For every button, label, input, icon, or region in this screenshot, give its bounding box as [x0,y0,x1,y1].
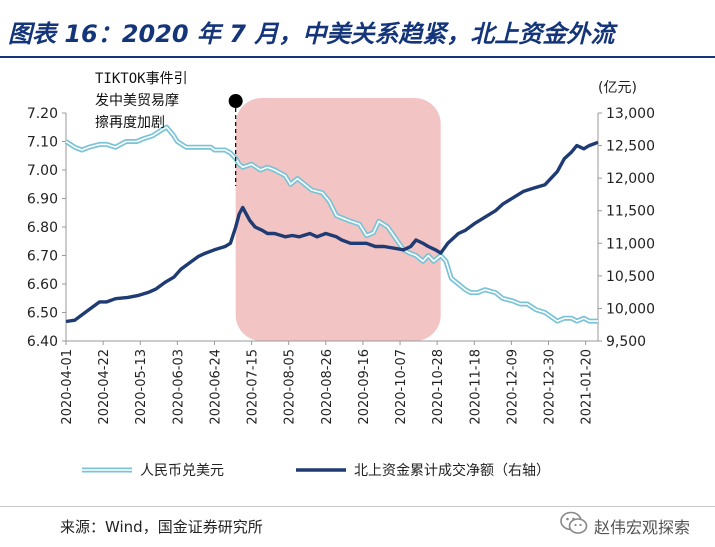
x-tick-label: 2020-08-05 [283,349,298,425]
title-bar: 图表 16：2020 年 7 月，中美关系趋紧，北上资金外流 [0,0,715,60]
right-tick-label: 11,500 [606,204,655,220]
source-note: 来源：Wind，国金证券研究所 [60,518,263,536]
x-tick-label: 2020-04-22 [97,349,112,425]
chart-title: 图表 16：2020 年 7 月，中美关系趋紧，北上资金外流 [8,20,615,48]
left-tick-label: 6.70 [27,249,58,265]
left-tick-label: 7.10 [27,135,58,151]
x-tick-label: 2020-04-01 [60,349,75,425]
x-tick-label: 2020-05-13 [134,349,149,425]
legend-label-rmb: 人民币兑美元 [140,463,224,479]
x-tick-label: 2020-11-18 [468,349,483,425]
x-tick-label: 2020-08-26 [320,349,335,425]
wechat-icon [560,511,588,534]
right-axis-unit: (亿元) [598,80,637,96]
legend-label-northbound: 北上资金累计成交净额（右轴） [354,462,550,479]
left-tick-label: 6.50 [27,306,58,322]
right-tick-label: 12,500 [606,139,655,155]
x-tick-label: 2020-10-28 [431,349,446,425]
right-tick-label: 13,000 [606,106,655,122]
left-tick-label: 6.40 [27,334,58,350]
title-underline [0,56,715,58]
x-tick-label: 2021-01-20 [580,349,595,425]
right-tick-label: 11,000 [606,236,655,252]
watermark: 赵伟宏观探索 [560,508,710,542]
event-marker [228,94,243,108]
watermark-text: 赵伟宏观探索 [594,518,691,537]
highlight-region [235,98,441,341]
x-tick-label: 2020-06-03 [171,349,186,425]
annotation-text-line: 发中美贸易摩 [95,92,179,109]
left-tick-label: 7.20 [27,106,58,122]
dual-axis-line-chart: 6.40 6.50 6.60 6.70 6.80 6.90 7.00 7.10 7.20 9,50… [27,71,655,479]
x-tick-label: 2020-12-30 [543,349,558,425]
footer-divider [0,506,715,507]
x-tick-label: 2020-07-15 [246,349,261,425]
right-tick-label: 10,000 [606,301,655,317]
left-tick-label: 6.90 [27,192,58,208]
series-line-rmb [65,126,598,322]
right-tick-label: 12,000 [606,171,655,187]
annotation-text-line: TIKTOK事件引 [95,71,188,87]
x-tick-label: 2020-10-07 [394,349,409,425]
right-tick-label: 9,500 [606,334,646,350]
annotation-text-line: 擦再度加剧 [95,114,165,131]
right-tick-label: 10,500 [606,269,655,285]
left-tick-label: 6.80 [27,220,58,236]
left-tick-label: 6.60 [27,277,58,293]
left-tick-label: 7.00 [27,163,58,179]
x-tick-label: 2020-09-16 [357,349,372,425]
x-tick-label: 2020-06-24 [208,349,223,425]
series-line-northbound [65,140,599,324]
x-tick-label: 2020-12-09 [505,349,520,425]
